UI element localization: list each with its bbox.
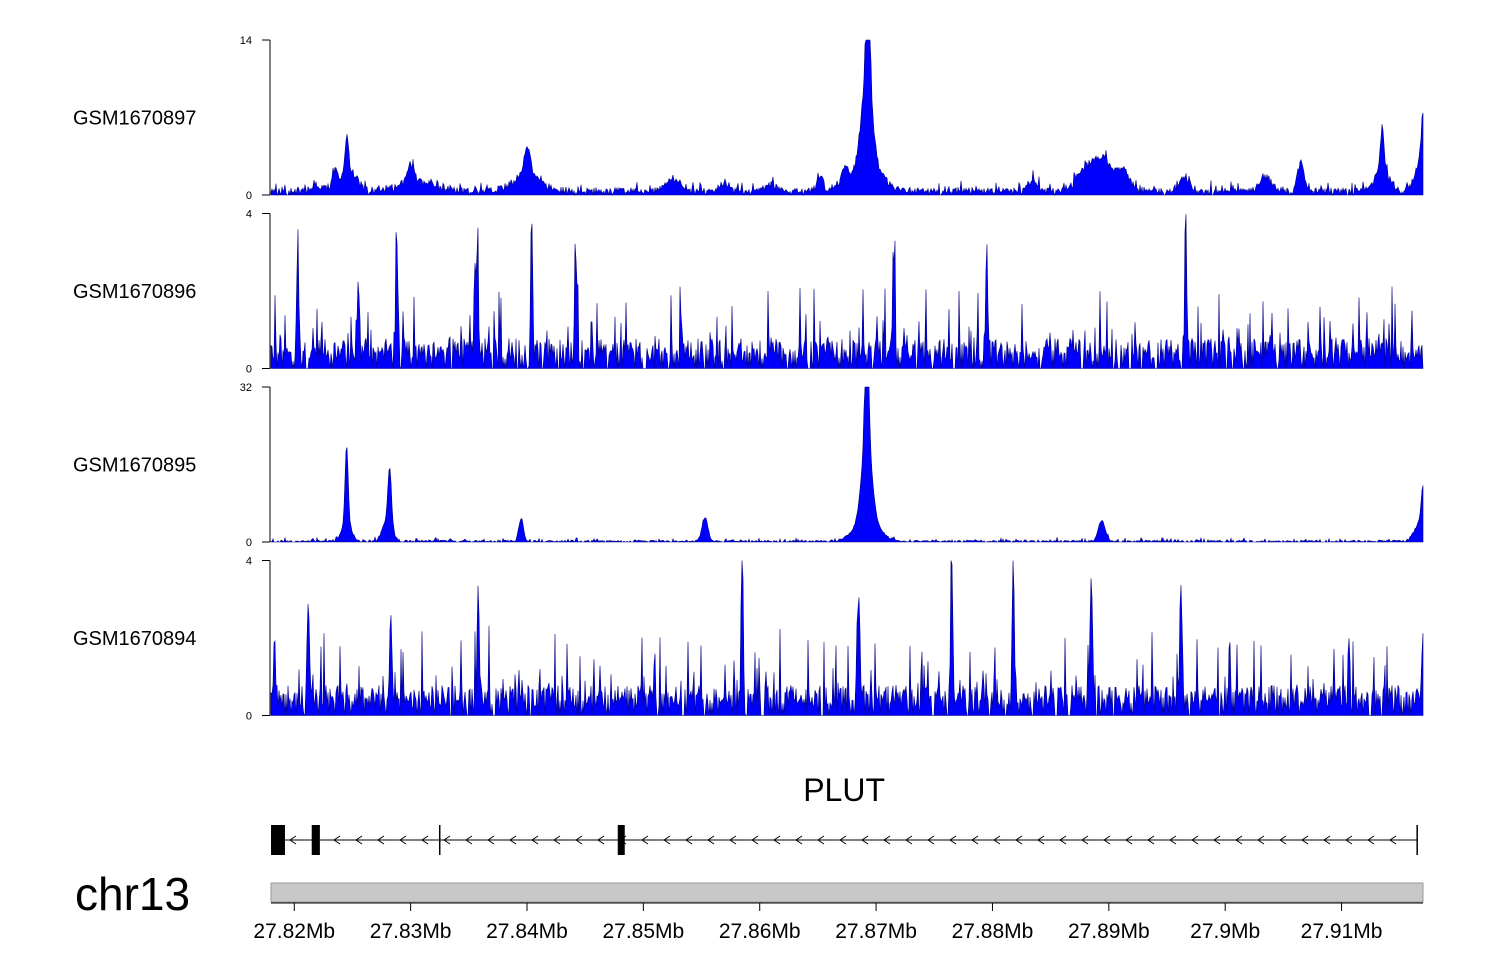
strand-chevron	[1213, 835, 1221, 845]
strand-chevron	[465, 835, 473, 845]
strand-chevrons	[289, 835, 1397, 845]
strand-chevron	[289, 835, 297, 845]
strand-chevron	[443, 835, 451, 845]
strand-chevron	[1367, 835, 1375, 845]
strand-chevron	[751, 835, 759, 845]
gene-exon	[271, 825, 285, 855]
x-tick-label: 27.84Mb	[486, 920, 568, 943]
y-tick-zero-label: 0	[246, 711, 252, 723]
y-tick-max-label: 4	[246, 209, 252, 221]
gene-exon	[311, 825, 320, 855]
strand-chevron	[487, 835, 495, 845]
signal-area-GSM1670897	[270, 39, 1424, 197]
track-label: GSM1670897	[73, 108, 196, 130]
track-label: GSM1670895	[73, 455, 196, 477]
x-tick-label: 27.88Mb	[952, 920, 1034, 943]
signal-area-GSM1670895	[270, 386, 1424, 544]
strand-chevron	[1257, 835, 1265, 845]
gene-name-label: PLUT	[803, 772, 885, 808]
signal-tracks: 14 0 GSM1670897 4 0 GSM1670896 32 0 GSM1670895 4 0…	[73, 35, 1424, 723]
strand-chevron	[993, 835, 1001, 845]
strand-chevron	[883, 835, 891, 845]
strand-chevron	[509, 835, 517, 845]
strand-chevron	[1147, 835, 1155, 845]
strand-chevron	[817, 835, 825, 845]
strand-chevron	[1169, 835, 1177, 845]
strand-chevron	[1323, 835, 1331, 845]
strand-chevron	[971, 835, 979, 845]
strand-chevron	[1081, 835, 1089, 845]
strand-chevron	[839, 835, 847, 845]
track-GSM1670896: 4 0 GSM1670896	[73, 209, 1424, 376]
strand-chevron	[1037, 835, 1045, 845]
strand-chevron	[1345, 835, 1353, 845]
track-label: GSM1670896	[73, 281, 196, 303]
strand-chevron	[729, 835, 737, 845]
strand-chevron	[1389, 835, 1397, 845]
genomic-axis: 27.82Mb 27.83Mb 27.84Mb 27.85Mb 27.86Mb 27.87…	[253, 902, 1423, 943]
y-tick-max-label: 32	[240, 382, 252, 394]
track-GSM1670894: 4 0 GSM1670894	[73, 556, 1424, 723]
strand-chevron	[421, 835, 429, 845]
chromosome-band	[270, 882, 1424, 903]
signal-area-GSM1670894	[270, 560, 1424, 717]
strand-chevron	[1059, 835, 1067, 845]
y-tick-max-label: 4	[246, 556, 252, 568]
x-tick-label: 27.87Mb	[835, 920, 917, 943]
track-label: GSM1670894	[73, 628, 196, 650]
strand-chevron	[575, 835, 583, 845]
gene-exon	[617, 825, 625, 855]
track-GSM1670895: 32 0 GSM1670895	[73, 382, 1424, 549]
y-tick-zero-label: 0	[246, 537, 252, 549]
strand-chevron	[1235, 835, 1243, 845]
strand-chevron	[1191, 835, 1199, 845]
strand-chevron	[1301, 835, 1309, 845]
strand-chevron	[531, 835, 539, 845]
strand-chevron	[861, 835, 869, 845]
x-tick-label: 27.82Mb	[253, 920, 335, 943]
strand-chevron	[905, 835, 913, 845]
x-tick-label: 27.86Mb	[719, 920, 801, 943]
strand-chevron	[597, 835, 605, 845]
strand-chevron	[949, 835, 957, 845]
y-tick-max-label: 14	[240, 35, 252, 47]
gene-model-track: PLUT	[271, 772, 1418, 855]
strand-chevron	[553, 835, 561, 845]
x-tick-label: 27.83Mb	[370, 920, 452, 943]
strand-chevron	[1125, 835, 1133, 845]
strand-chevron	[1015, 835, 1023, 845]
chromosome-ideogram: chr13	[75, 868, 1424, 920]
strand-chevron	[377, 835, 385, 845]
track-GSM1670897: 14 0 GSM1670897	[73, 35, 1424, 202]
strand-chevron	[707, 835, 715, 845]
strand-chevron	[641, 835, 649, 845]
strand-chevron	[333, 835, 341, 845]
strand-chevron	[663, 835, 671, 845]
strand-chevron	[927, 835, 935, 845]
strand-chevron	[685, 835, 693, 845]
x-tick-label: 27.9Mb	[1190, 920, 1260, 943]
strand-chevron	[773, 835, 781, 845]
chromosome-label: chr13	[75, 868, 190, 920]
signal-area-GSM1670896	[270, 214, 1424, 370]
y-tick-zero-label: 0	[246, 190, 252, 202]
strand-chevron	[399, 835, 407, 845]
strand-chevron	[355, 835, 363, 845]
x-tick-label: 27.85Mb	[602, 920, 684, 943]
strand-chevron	[1103, 835, 1111, 845]
y-tick-zero-label: 0	[246, 364, 252, 376]
strand-chevron	[795, 835, 803, 845]
strand-chevron	[1279, 835, 1287, 845]
x-tick-label: 27.91Mb	[1301, 920, 1383, 943]
x-tick-label: 27.89Mb	[1068, 920, 1150, 943]
